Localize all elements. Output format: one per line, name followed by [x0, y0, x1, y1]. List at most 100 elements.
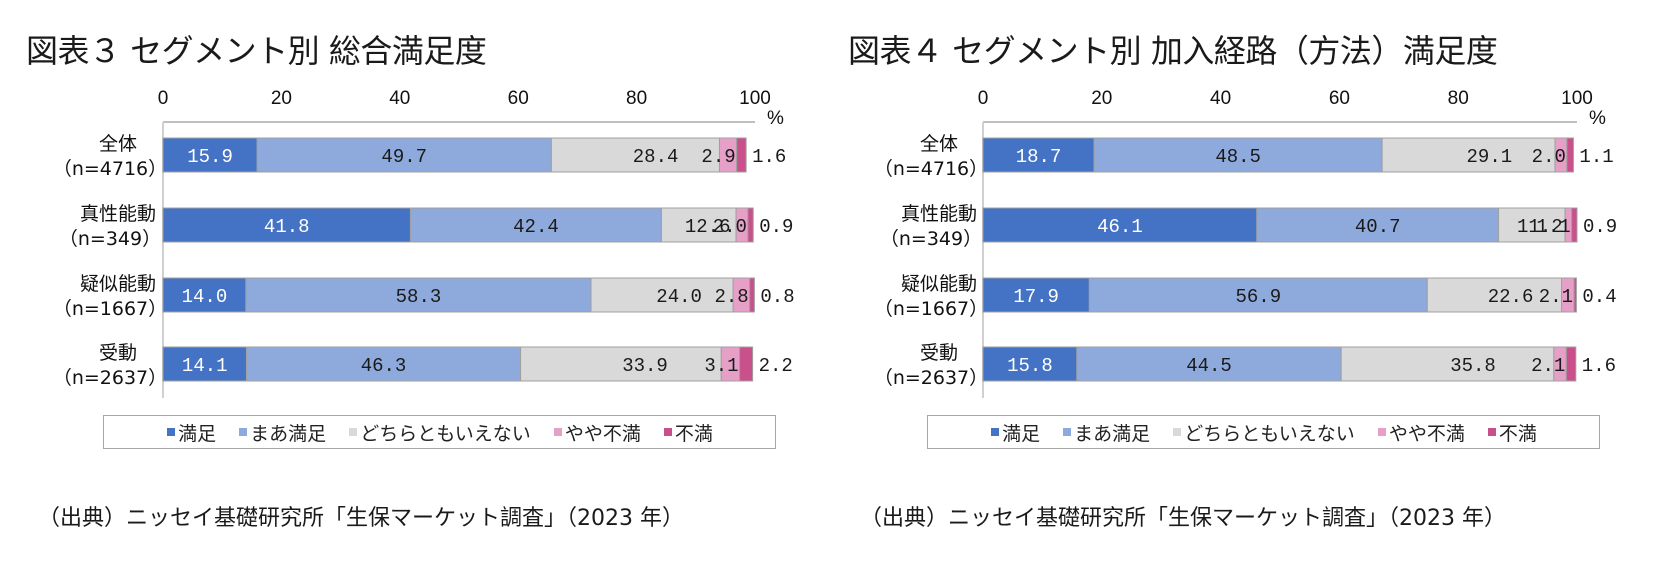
bar-segment-dissatisfied — [739, 346, 754, 382]
bar-segment-dissatisfied — [749, 277, 755, 313]
category-label: 全体 — [99, 133, 137, 155]
category-label: 全体 — [920, 133, 958, 155]
bar-segment-neutral — [1498, 207, 1566, 243]
x-tick-label: 60 — [508, 88, 529, 109]
legend-swatch — [990, 427, 1001, 437]
legend-swatch — [166, 427, 177, 437]
chart-4-legend: 満足 まあ満足 どちらともいえない やや不満 不満 — [927, 415, 1600, 449]
legend-label: 不満 — [1498, 422, 1537, 445]
data-label-somewhat-dissatisfied: 2.1 — [1531, 355, 1565, 377]
legend-item-neutral: どちらともいえない — [348, 419, 531, 446]
data-label-somewhat-satisfied: 40.7 — [1355, 216, 1401, 238]
bar-segment-somewhat-satisfied — [245, 346, 522, 382]
legend-swatch — [1062, 427, 1073, 437]
chart-3-legend: 満足 まあ満足 どちらともいえない やや不満 不満 — [103, 415, 776, 449]
data-label-somewhat-satisfied: 58.3 — [396, 286, 442, 308]
category-sample-size: （n=2637） — [874, 367, 988, 389]
data-label-neutral: 35.8 — [1450, 355, 1496, 377]
data-label-satisfied: 17.9 — [1013, 286, 1059, 308]
x-tick-label: 20 — [1091, 88, 1112, 109]
bar-segment-satisfied — [162, 137, 258, 173]
legend-label: やや不満 — [1388, 422, 1465, 445]
legend-swatch — [1486, 427, 1497, 437]
data-label-satisfied: 15.9 — [187, 146, 233, 168]
data-label-somewhat-dissatisfied: 2.0 — [1532, 146, 1566, 168]
legend-swatch — [238, 427, 249, 437]
chart-title-4: 図表４ セグメント別 加入経路（方法）満足度 — [848, 32, 1498, 70]
data-label-neutral: 33.9 — [622, 355, 668, 377]
bar-segment-dissatisfied — [1573, 277, 1577, 313]
data-label-neutral: 11.2 — [1517, 216, 1563, 238]
x-tick-label: 40 — [389, 88, 410, 109]
bar-segment-satisfied — [982, 137, 1095, 173]
legend-item-somewhat-satisfied: まあ満足 — [1062, 419, 1150, 446]
x-axis-unit: % — [1589, 108, 1606, 129]
bar-segment-somewhat-satisfied — [1076, 346, 1342, 382]
bar-segment-somewhat-satisfied — [1093, 137, 1383, 173]
chart-3-source: （出典）ニッセイ基礎研究所「生保マーケット調査」（2023 年） — [38, 506, 684, 531]
data-label-dissatisfied: 1.6 — [1582, 355, 1616, 377]
data-label-satisfied: 46.1 — [1097, 216, 1143, 238]
bar-segment-dissatisfied — [1565, 346, 1577, 382]
legend-label: 満足 — [178, 422, 217, 445]
legend-item-dissatisfied: 不満 — [662, 419, 713, 446]
category-sample-size: （n=349） — [880, 228, 982, 250]
legend-swatch — [662, 427, 673, 437]
x-tick-label: 0 — [978, 88, 989, 109]
legend-label: まあ満足 — [1074, 422, 1151, 445]
legend-item-neutral: どちらともいえない — [1172, 419, 1355, 446]
legend-label: やや不満 — [564, 422, 641, 445]
legend-item-dissatisfied: 不満 — [1486, 419, 1537, 446]
legend-item-somewhat-dissatisfied: やや不満 — [552, 419, 641, 446]
legend-label: 不満 — [674, 422, 713, 445]
chart-3-plot: 0 20 40 60 80 100% 全体 （n=4716） 15.9 49.7 28.4 2.9 1.… — [53, 88, 795, 398]
category-sample-size: （n=1667） — [53, 298, 167, 320]
data-label-dissatisfied: 0.8 — [760, 286, 794, 308]
category-label: 真性能動 — [901, 203, 977, 225]
data-label-satisfied: 18.7 — [1016, 146, 1062, 168]
data-label-neutral: 22.6 — [1488, 286, 1534, 308]
data-label-somewhat-dissatisfied: 2.0 — [713, 216, 747, 238]
category-label: 受動 — [99, 342, 137, 364]
data-label-satisfied: 41.8 — [264, 216, 310, 238]
data-label-satisfied: 14.1 — [182, 355, 228, 377]
bar-segment-dissatisfied — [1571, 207, 1578, 243]
data-label-somewhat-dissatisfied: 2.1 — [1539, 286, 1573, 308]
data-label-satisfied: 15.8 — [1007, 355, 1053, 377]
x-tick-label: 80 — [626, 88, 647, 109]
data-label-dissatisfied: 2.2 — [759, 355, 793, 377]
x-tick-label: 60 — [1329, 88, 1350, 109]
bar-segment-satisfied — [982, 207, 1258, 243]
bar-segment-dissatisfied — [736, 137, 747, 173]
data-label-dissatisfied: 1.6 — [752, 146, 786, 168]
legend-swatch — [1172, 427, 1183, 437]
bar-segment-somewhat-satisfied — [1256, 207, 1500, 243]
legend-swatch — [552, 427, 563, 437]
bar-segment-neutral — [520, 346, 722, 382]
category-label: 真性能動 — [80, 203, 156, 225]
data-label-somewhat-satisfied: 56.9 — [1236, 286, 1282, 308]
x-tick-label: 100 — [1561, 88, 1593, 109]
legend-item-somewhat-satisfied: まあ満足 — [238, 419, 326, 446]
category-sample-size: （n=1667） — [874, 298, 988, 320]
legend-item-satisfied: 満足 — [990, 419, 1040, 446]
data-label-somewhat-satisfied: 44.5 — [1186, 355, 1232, 377]
data-label-somewhat-satisfied: 48.5 — [1215, 146, 1261, 168]
category-sample-size: （n=2637） — [53, 367, 167, 389]
bar-segment-neutral — [550, 137, 720, 173]
data-label-dissatisfied: 0.9 — [1583, 216, 1617, 238]
legend-item-satisfied: 満足 — [166, 419, 216, 446]
category-label: 受動 — [920, 342, 958, 364]
data-label-neutral: 29.1 — [1467, 146, 1513, 168]
data-label-somewhat-satisfied: 42.4 — [513, 216, 559, 238]
data-label-somewhat-dissatisfied: 2.9 — [701, 146, 735, 168]
x-tick-label: 0 — [158, 88, 169, 109]
category-sample-size: （n=4716） — [874, 158, 988, 180]
data-label-somewhat-dissatisfied: 3.1 — [704, 355, 738, 377]
bar-segment-somewhat-satisfied — [245, 277, 592, 313]
x-tick-label: 80 — [1448, 88, 1469, 109]
bar-segment-neutral — [1381, 137, 1556, 173]
data-label-somewhat-satisfied: 46.3 — [361, 355, 407, 377]
x-axis-unit: % — [767, 108, 784, 129]
data-label-dissatisfied: 0.4 — [1582, 286, 1616, 308]
